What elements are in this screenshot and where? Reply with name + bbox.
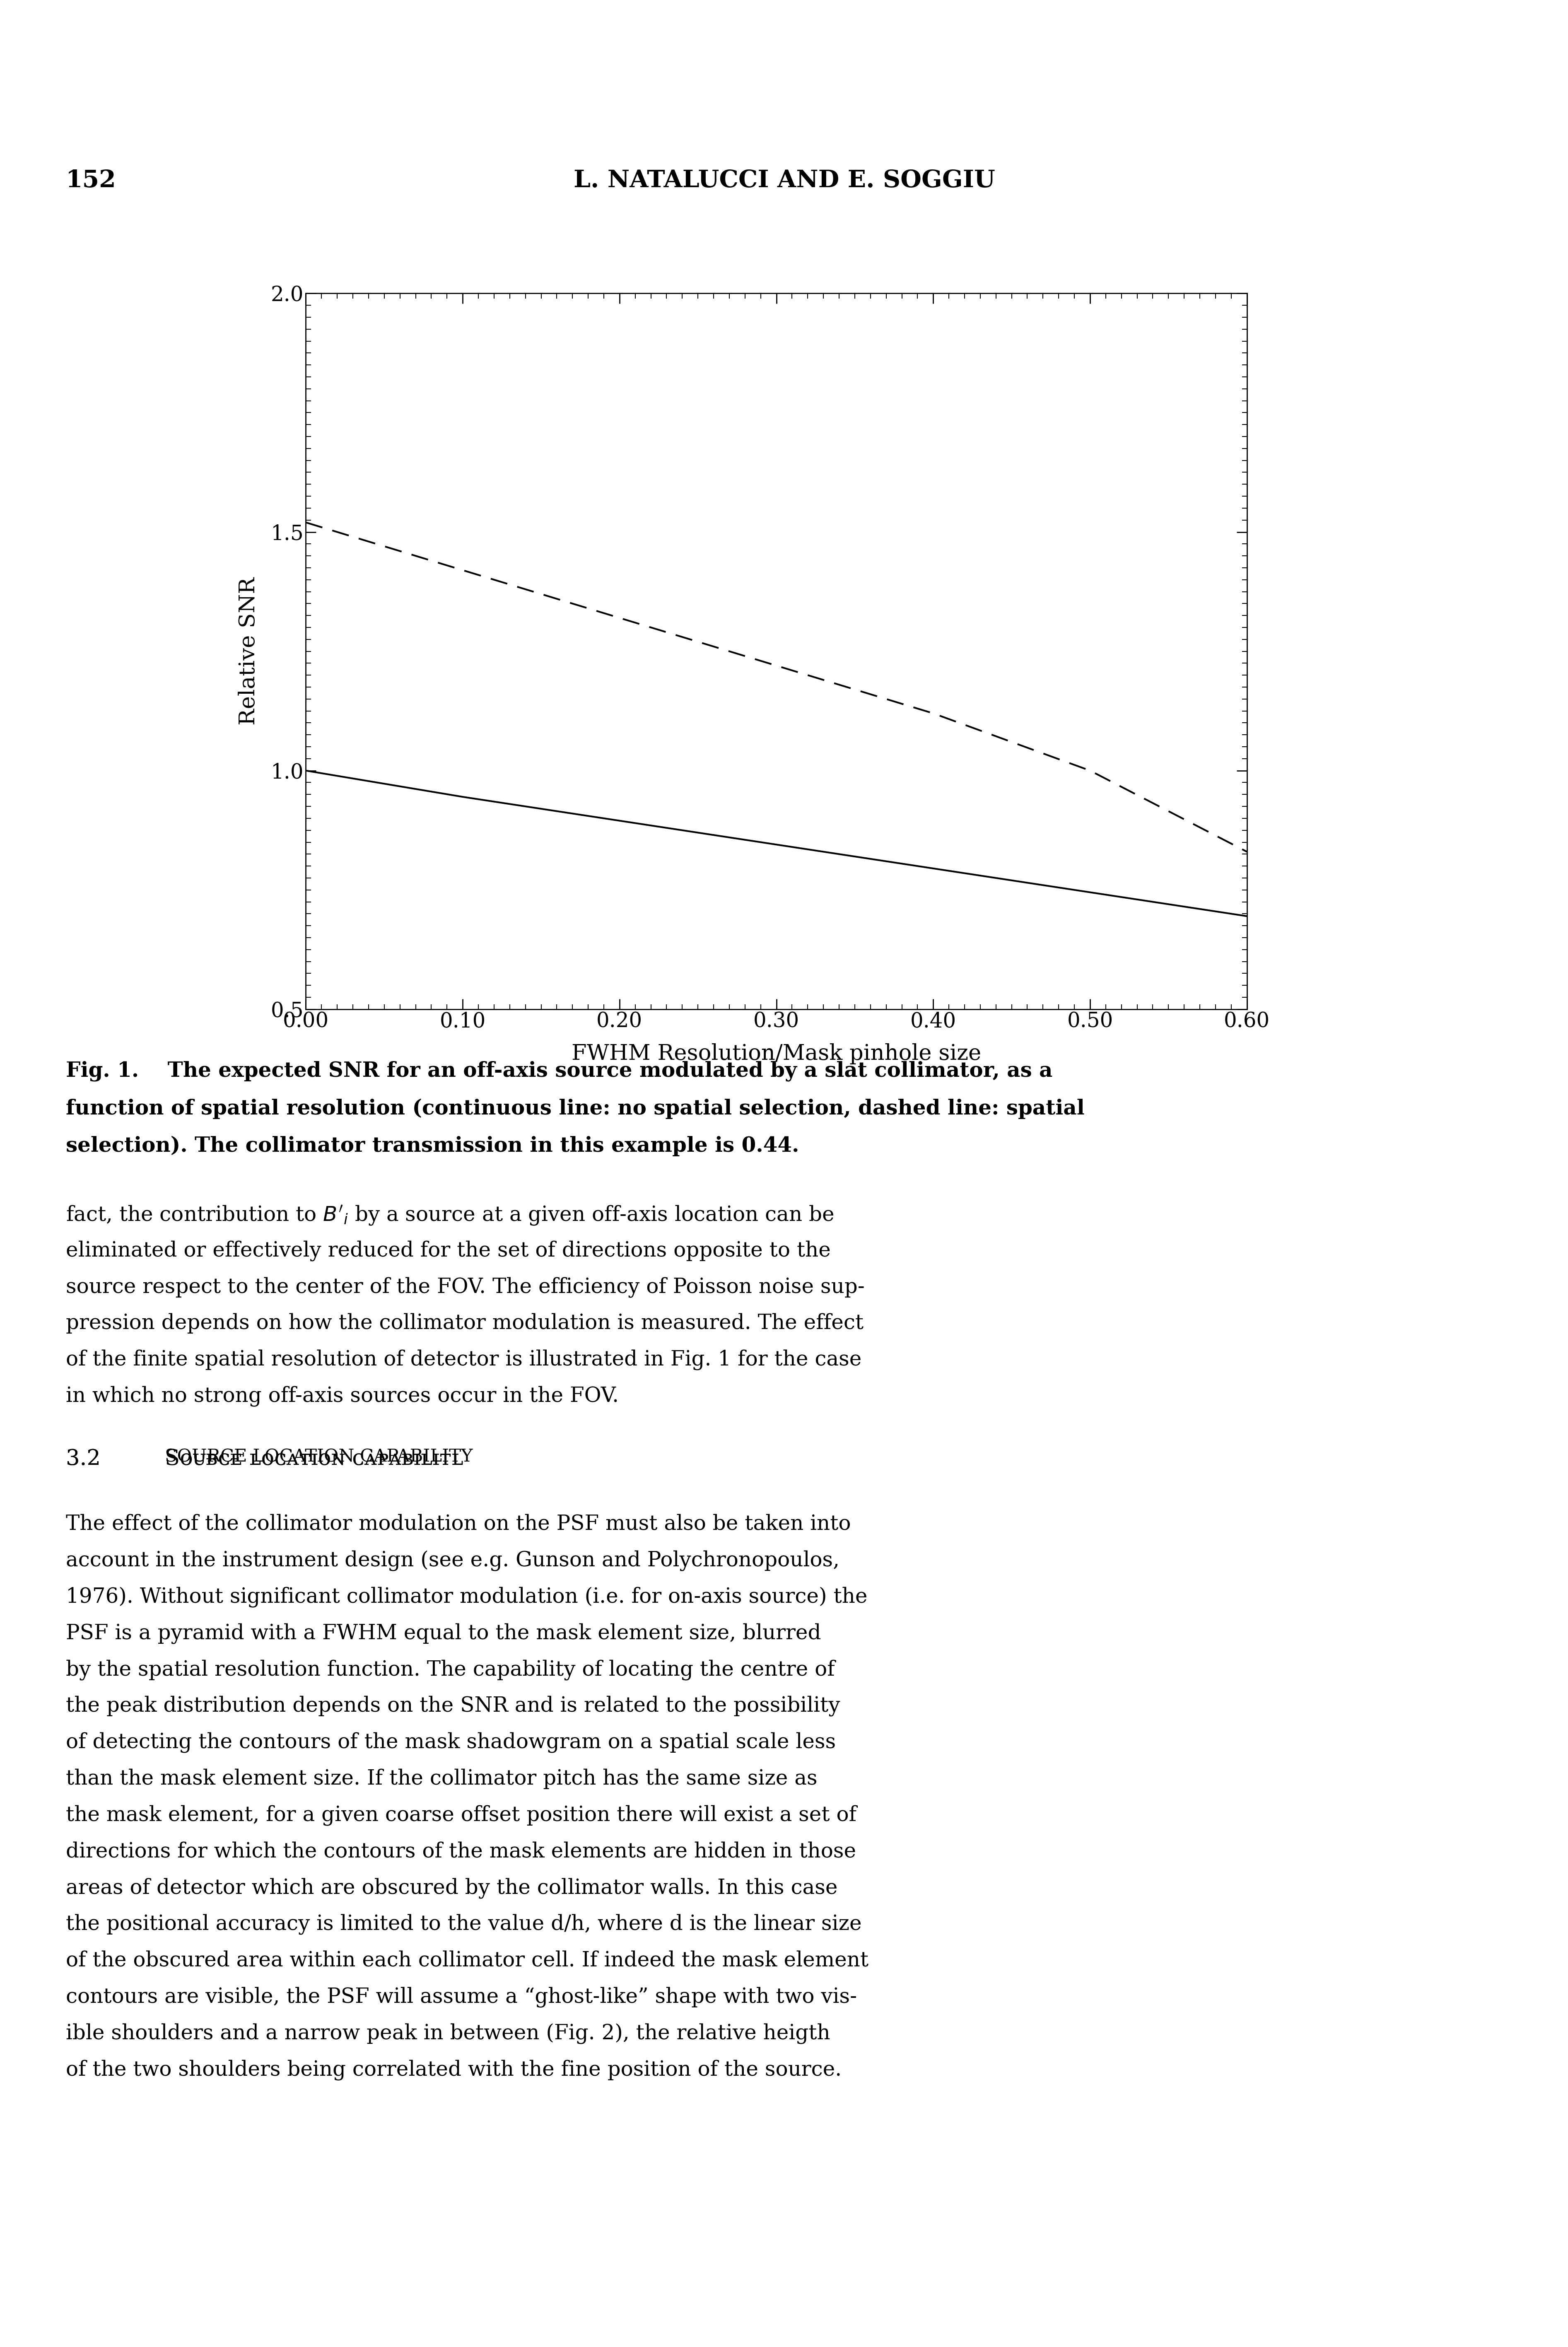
Text: than the mask element size. If the collimator pitch has the same size as: than the mask element size. If the colli… <box>66 1770 817 1788</box>
Text: Fig. 1.    The expected SNR for an off-axis source modulated by a slat collimato: Fig. 1. The expected SNR for an off-axis… <box>66 1061 1052 1082</box>
Text: SOURCE LOCATION CAPABILITY: SOURCE LOCATION CAPABILITY <box>165 1448 472 1465</box>
Text: contours are visible, the PSF will assume a “ghost-like” shape with two vis-: contours are visible, the PSF will assum… <box>66 1986 856 2007</box>
Text: 3.2: 3.2 <box>66 1448 100 1469</box>
Text: The effect of the collimator modulation on the PSF must also be taken into: The effect of the collimator modulation … <box>66 1514 851 1535</box>
Text: of the finite spatial resolution of detector is illustrated in Fig. 1 for the ca: of the finite spatial resolution of dete… <box>66 1350 861 1371</box>
Text: selection). The collimator transmission in this example is 0.44.: selection). The collimator transmission … <box>66 1136 798 1157</box>
Text: areas of detector which are obscured by the collimator walls. In this case: areas of detector which are obscured by … <box>66 1878 837 1899</box>
Text: the peak distribution depends on the SNR and is related to the possibility: the peak distribution depends on the SNR… <box>66 1695 840 1716</box>
Text: account in the instrument design (see e.g. Gunson and Polychronopoulos,: account in the instrument design (see e.… <box>66 1551 839 1570</box>
Text: PSF is a pyramid with a FWHM equal to the mask element size, blurred: PSF is a pyramid with a FWHM equal to th… <box>66 1624 822 1643</box>
Text: Sᴏᴜᴃᴄᴇ ʟᴏᴄᴀᴛɪᴏɴ ᴄᴀᴘᴀʙɪʟɪᴛʟ: Sᴏᴜᴃᴄᴇ ʟᴏᴄᴀᴛɪᴏɴ ᴄᴀᴘᴀʙɪʟɪᴛʟ <box>165 1448 463 1469</box>
Text: source respect to the center of the FOV. The efficiency of Poisson noise sup-: source respect to the center of the FOV.… <box>66 1277 864 1298</box>
Text: in which no strong off-axis sources occur in the FOV.: in which no strong off-axis sources occu… <box>66 1385 619 1406</box>
Text: of the obscured area within each collimator cell. If indeed the mask element: of the obscured area within each collima… <box>66 1950 869 1971</box>
Text: function of spatial resolution (continuous line: no spatial selection, dashed li: function of spatial resolution (continuo… <box>66 1098 1085 1120</box>
Text: directions for which the contours of the mask elements are hidden in those: directions for which the contours of the… <box>66 1840 856 1861</box>
Text: the positional accuracy is limited to the value d/h, where d is the linear size: the positional accuracy is limited to th… <box>66 1915 861 1934</box>
Text: 3.2: 3.2 <box>66 1448 100 1469</box>
Text: pression depends on how the collimator modulation is measured. The effect: pression depends on how the collimator m… <box>66 1312 864 1333</box>
Text: L. NATALUCCI AND E. SOGGIU: L. NATALUCCI AND E. SOGGIU <box>574 169 994 192</box>
Text: 1976). Without significant collimator modulation (i.e. for on-axis source) the: 1976). Without significant collimator mo… <box>66 1587 867 1608</box>
Text: the mask element, for a given coarse offset position there will exist a set of: the mask element, for a given coarse off… <box>66 1805 856 1826</box>
Text: by the spatial resolution function. The capability of locating the centre of: by the spatial resolution function. The … <box>66 1659 834 1680</box>
Text: of detecting the contours of the mask shadowgram on a spatial scale less: of detecting the contours of the mask sh… <box>66 1732 836 1753</box>
Text: of the two shoulders being correlated with the fine position of the source.: of the two shoulders being correlated wi… <box>66 2061 842 2079</box>
Text: 152: 152 <box>66 169 116 192</box>
Text: fact, the contribution to $B'_i$ by a source at a given off-axis location can be: fact, the contribution to $B'_i$ by a so… <box>66 1204 834 1227</box>
Text: eliminated or effectively reduced for the set of directions opposite to the: eliminated or effectively reduced for th… <box>66 1239 831 1260</box>
Text: ible shoulders and a narrow peak in between (Fig. 2), the relative heigth: ible shoulders and a narrow peak in betw… <box>66 2023 829 2044</box>
Y-axis label: Relative SNR: Relative SNR <box>238 577 259 725</box>
X-axis label: FWHM Resolution/Mask pinhole size: FWHM Resolution/Mask pinhole size <box>571 1042 982 1063</box>
